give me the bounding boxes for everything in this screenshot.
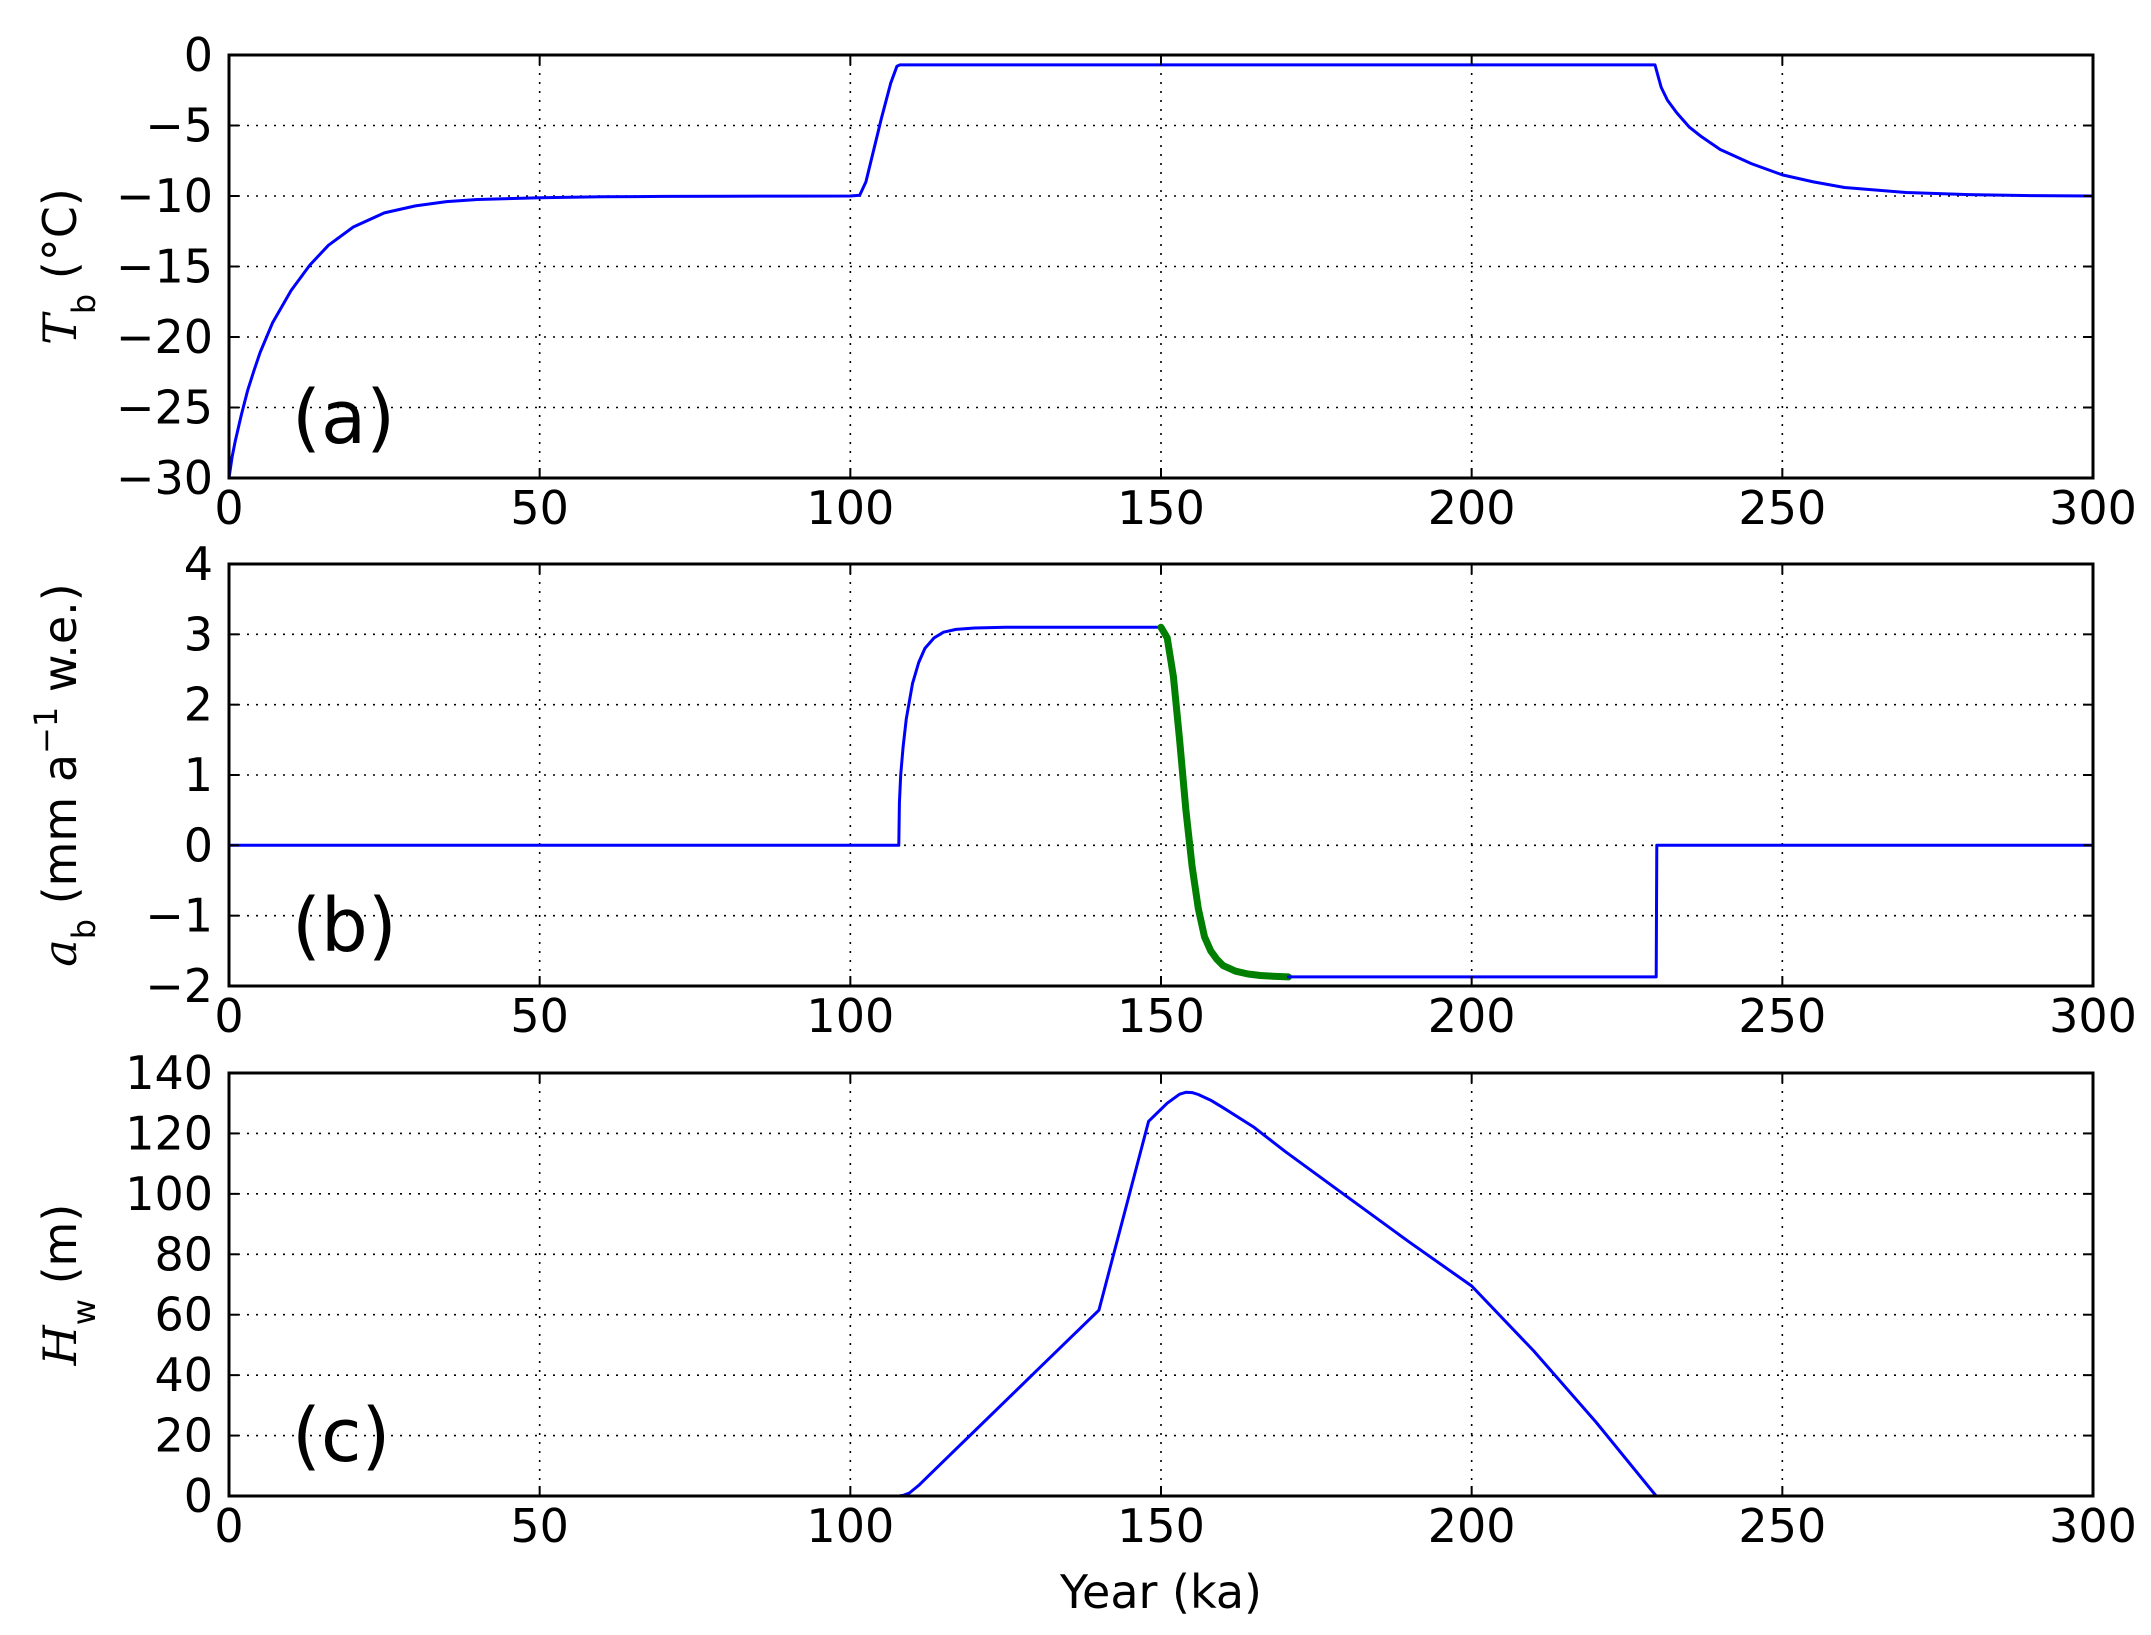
x-tick-label-a-1: 50	[510, 481, 569, 535]
y-tick-label-b-4: 0	[184, 818, 213, 872]
x-tick-label-a-6: 300	[2049, 481, 2137, 535]
panel-label-a: (a)	[292, 375, 395, 461]
y-tick-label-a-2: −10	[116, 169, 213, 223]
y-tick-label-b-0: 4	[184, 537, 213, 591]
series-line-b-2	[1286, 843, 2095, 979]
panel-label-c: (c)	[292, 1393, 390, 1479]
y-tick-label-b-3: 1	[184, 748, 213, 802]
x-tick-label-b-4: 200	[1428, 989, 1516, 1043]
x-tick-label-b-2: 100	[806, 989, 894, 1043]
x-tick-label-c-3: 150	[1117, 1499, 1205, 1553]
y-tick-label-c-6: 20	[154, 1409, 213, 1463]
x-tick-label-a-3: 150	[1117, 481, 1205, 535]
series-line-b-0	[227, 625, 1163, 847]
x-tick-label-b-6: 300	[2049, 989, 2137, 1043]
series-line-c-0	[227, 1090, 2095, 1498]
y-tick-label-c-7: 0	[184, 1469, 213, 1523]
y-axis-unit-sup-b: −1	[27, 707, 65, 754]
x-tick-label-b-0: 0	[214, 989, 243, 1043]
y-tick-label-b-5: −1	[145, 889, 213, 943]
x-tick-label-c-6: 300	[2049, 1499, 2137, 1553]
y-tick-label-b-1: 3	[184, 607, 213, 661]
x-tick-label-c-0: 0	[214, 1499, 243, 1553]
panel-a-temperature: 0 50 100 150 200 250 300 0 −5 −10 −15 −20 −25 −30 (a)…	[33, 28, 2137, 535]
y-tick-label-a-5: −25	[116, 381, 213, 435]
y-tick-label-c-3: 80	[154, 1227, 213, 1281]
y-tick-label-a-1: −5	[145, 99, 213, 153]
x-tick-label-b-1: 50	[510, 989, 569, 1043]
y-tick-label-a-3: −15	[116, 240, 213, 294]
x-tick-label-c-4: 200	[1428, 1499, 1516, 1553]
x-tick-label-c-1: 50	[510, 1499, 569, 1553]
y-tick-label-a-0: 0	[184, 28, 213, 82]
y-tick-label-a-4: −20	[116, 310, 213, 364]
y-axis-symbol-a: T	[33, 311, 87, 345]
y-tick-label-b-6: −2	[145, 959, 213, 1013]
y-tick-label-a-6: −30	[116, 451, 213, 505]
y-axis-label-b: ab (mm a−1 w.e.)	[27, 583, 103, 966]
y-axis-symbol-b: a	[33, 939, 87, 966]
x-axis-label-c: Year (ka)	[1059, 1565, 1262, 1619]
y-axis-unit-a: (°C)	[33, 188, 87, 294]
y-tick-label-c-2: 100	[125, 1167, 213, 1221]
y-axis-label-a: Tb (°C)	[33, 188, 103, 345]
y-axis-unit-c: (m)	[33, 1204, 87, 1299]
y-axis-subscript-c: w	[65, 1299, 103, 1325]
x-tick-label-a-4: 200	[1428, 481, 1516, 535]
x-tick-label-b-5: 250	[1738, 989, 1826, 1043]
y-tick-label-c-4: 60	[154, 1288, 213, 1342]
x-tick-label-c-5: 250	[1738, 1499, 1826, 1553]
y-tick-label-c-0: 140	[125, 1046, 213, 1100]
y-axis-unit-post-b: w.e.)	[33, 583, 87, 707]
series-line-a-0	[227, 63, 2095, 480]
y-tick-label-b-2: 2	[184, 678, 213, 732]
x-tick-label-a-2: 100	[806, 481, 894, 535]
y-axis-subscript-a: b	[65, 294, 103, 314]
series-line-b-1	[1157, 623, 1292, 981]
y-axis-unit-pre-b: (mm a	[33, 754, 87, 919]
y-tick-label-c-1: 120	[125, 1106, 213, 1160]
panel-label-b: (b)	[292, 883, 397, 969]
x-tick-label-b-3: 150	[1117, 989, 1205, 1043]
x-tick-label-c-2: 100	[806, 1499, 894, 1553]
y-axis-subscript-b: b	[65, 919, 103, 939]
y-axis-symbol-c: H	[33, 1324, 87, 1366]
y-axis-label-c: Hw (m)	[33, 1204, 103, 1367]
x-tick-label-a-0: 0	[214, 481, 243, 535]
y-tick-label-c-5: 40	[154, 1348, 213, 1402]
x-tick-label-a-5: 250	[1738, 481, 1826, 535]
